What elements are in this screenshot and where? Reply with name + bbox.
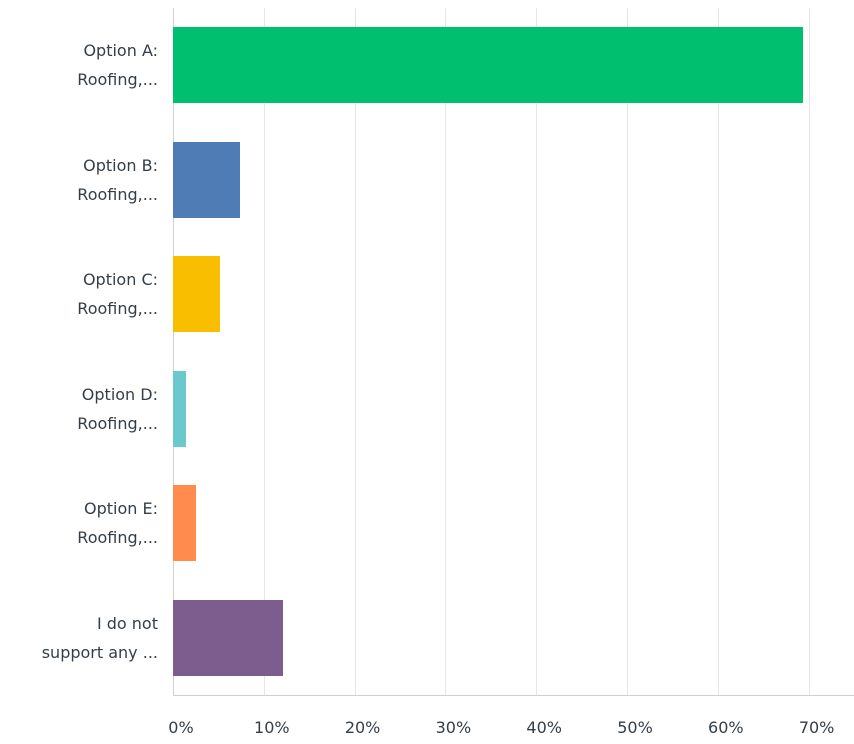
grid-line [717,8,719,695]
bar [173,27,804,104]
bar [173,485,196,562]
x-tick-label: 0% [168,718,194,737]
x-tick-label: 50% [617,718,653,737]
y-tick-label: Option A: Roofing,... [77,41,158,90]
x-tick-label: 60% [708,718,744,737]
bar [173,599,283,676]
grid-line [536,8,538,695]
y-tick-label: I do not support any ... [41,613,158,662]
x-tick-label: 30% [435,718,472,737]
x-axis-line [173,695,854,696]
bar [173,256,221,333]
grid-line [263,8,265,695]
bar [173,141,241,218]
grid-line [445,8,447,695]
x-tick-label: 70% [798,718,835,737]
grid-line [354,8,356,695]
y-tick-label: Option B: Roofing,... [77,155,158,204]
y-tick-label: Option C: Roofing,... [77,270,158,319]
bar [173,370,186,447]
y-axis-line [173,8,174,695]
x-tick-label: 10% [254,718,290,737]
y-tick-label: Option D: Roofing,... [77,384,158,433]
x-tick-label: 40% [526,718,562,737]
x-tick-label: 20% [344,718,381,737]
grid-line [627,8,628,695]
grid-line [808,8,810,695]
y-tick-label: Option E: Roofing,... [77,499,158,548]
